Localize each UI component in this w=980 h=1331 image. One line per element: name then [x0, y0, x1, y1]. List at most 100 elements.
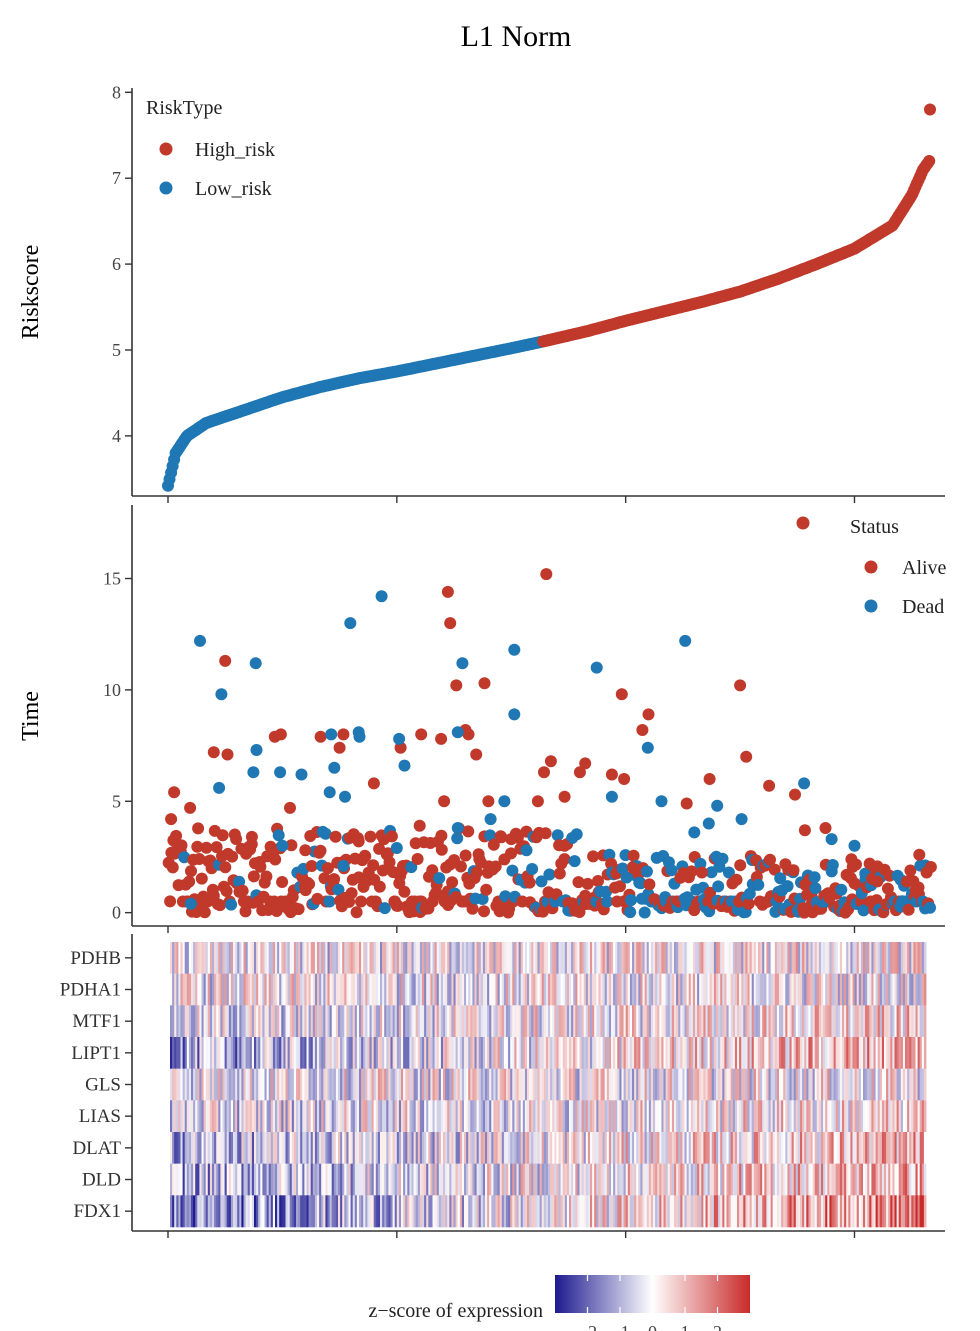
heatmap-cell — [350, 1037, 354, 1069]
heatmap-cell — [348, 1005, 351, 1038]
heatmap-cell — [184, 1163, 188, 1196]
heatmap-cell — [359, 1132, 362, 1164]
heatmap-cell — [720, 1037, 723, 1069]
heatmap-cell — [671, 1037, 675, 1069]
heatmap-cell — [361, 973, 364, 1006]
heatmap-cell — [638, 1195, 641, 1228]
heatmap-cell — [888, 1100, 891, 1133]
heatmap-cell — [686, 1132, 690, 1164]
heatmap-cell — [174, 973, 177, 1006]
heatmap-cell — [797, 1068, 801, 1101]
heatmap-cell — [766, 1132, 769, 1164]
heatmap-cell — [222, 942, 225, 974]
heatmap-cell — [783, 973, 786, 1006]
heatmap-cell — [596, 1068, 599, 1101]
heatmap-cell — [548, 1163, 551, 1196]
heatmap-cell — [470, 1163, 473, 1196]
heatmap-cell — [314, 942, 318, 974]
heatmap-cell — [913, 973, 916, 1006]
heatmap-cell — [329, 1132, 333, 1164]
heatmap-cell — [856, 1163, 860, 1196]
heatmap-cell — [791, 1163, 795, 1196]
time-point — [716, 852, 729, 865]
heatmap-cell — [449, 1100, 452, 1133]
heatmap-cell — [829, 1132, 832, 1164]
heatmap-cell — [604, 1163, 608, 1196]
heatmap-cell — [260, 1068, 263, 1101]
heatmap-cell — [636, 1132, 639, 1164]
heatmap-cell — [718, 1068, 721, 1101]
heatmap-cell — [648, 1100, 652, 1133]
heatmap-cell — [394, 1163, 398, 1196]
heatmap-cell — [587, 1100, 591, 1133]
heatmap-cell — [837, 1068, 841, 1101]
heatmap-cell — [289, 1195, 293, 1228]
heatmap-cell — [325, 973, 328, 1006]
heatmap-cell — [541, 942, 545, 974]
heatmap-cell — [575, 1195, 578, 1228]
heatmap-cell — [405, 1195, 408, 1228]
heatmap-cell — [892, 1163, 895, 1196]
heatmap-cell — [195, 1100, 198, 1133]
heatmap-cell — [711, 1005, 715, 1038]
heatmap-cell — [440, 1163, 444, 1196]
heatmap-cell — [230, 1195, 234, 1228]
heatmap-cell — [900, 1100, 904, 1133]
heatmap-cell — [266, 1005, 270, 1038]
heatmap-cell — [764, 973, 767, 1006]
heatmap-cell — [182, 973, 186, 1006]
heatmap-cell — [233, 973, 236, 1006]
heatmap-cell — [818, 1195, 822, 1228]
heatmap-cell — [447, 942, 450, 974]
heatmap-cell — [422, 973, 425, 1006]
heatmap-cell — [251, 973, 255, 1006]
heatmap-cell — [338, 1195, 341, 1228]
heatmap-cell — [747, 1132, 750, 1164]
heatmap-cell — [848, 1163, 851, 1196]
heatmap-cell — [172, 1005, 175, 1038]
heatmap-cell — [879, 1163, 883, 1196]
heatmap-cell — [564, 1195, 568, 1228]
heatmap-cell — [703, 1100, 706, 1133]
heatmap-cell — [571, 1132, 574, 1164]
heatmap-cell — [321, 1037, 324, 1069]
heatmap-cell — [726, 1005, 729, 1038]
heatmap-cell — [753, 1195, 757, 1228]
heatmap-cell — [369, 1132, 372, 1164]
heatmap-cell — [791, 1005, 795, 1038]
heatmap-cell — [808, 1163, 811, 1196]
heatmap-cell — [659, 1195, 662, 1228]
heatmap-cell — [409, 973, 412, 1006]
heatmap-cell — [390, 1132, 393, 1164]
heatmap-cell — [220, 1037, 223, 1069]
heatmap-cell — [501, 1068, 505, 1101]
heatmap-cell — [896, 1037, 900, 1069]
heatmap-cell — [245, 1068, 249, 1101]
heatmap-cell — [787, 1005, 790, 1038]
heatmap-cell — [277, 942, 280, 974]
heatmap-cell — [835, 942, 839, 974]
heatmap-cell — [174, 1068, 177, 1101]
time-point — [295, 768, 308, 781]
heatmap-cell — [907, 1005, 910, 1038]
heatmap-cell — [323, 942, 326, 974]
heatmap-cell — [228, 1005, 232, 1038]
heatmap-cell — [222, 1068, 225, 1101]
heatmap-cell — [791, 1068, 795, 1101]
heatmap-cell — [170, 1068, 173, 1101]
heatmap-cell — [426, 1068, 429, 1101]
heatmap-cell — [810, 1132, 813, 1164]
heatmap-cell — [422, 1005, 425, 1038]
heatmap-cell — [550, 1068, 553, 1101]
heatmap-cell — [758, 1005, 761, 1038]
gene-label: PDHB — [70, 948, 121, 969]
heatmap-cell — [226, 1005, 230, 1038]
heatmap-cell — [888, 1037, 891, 1069]
heatmap-cell — [407, 1163, 410, 1196]
heatmap-cell — [545, 1005, 549, 1038]
heatmap-cell — [676, 973, 679, 1006]
heatmap-cell — [785, 1100, 788, 1133]
heatmap-cell — [413, 1100, 417, 1133]
heatmap-cell — [438, 1068, 442, 1101]
heatmap-cell — [806, 1163, 809, 1196]
